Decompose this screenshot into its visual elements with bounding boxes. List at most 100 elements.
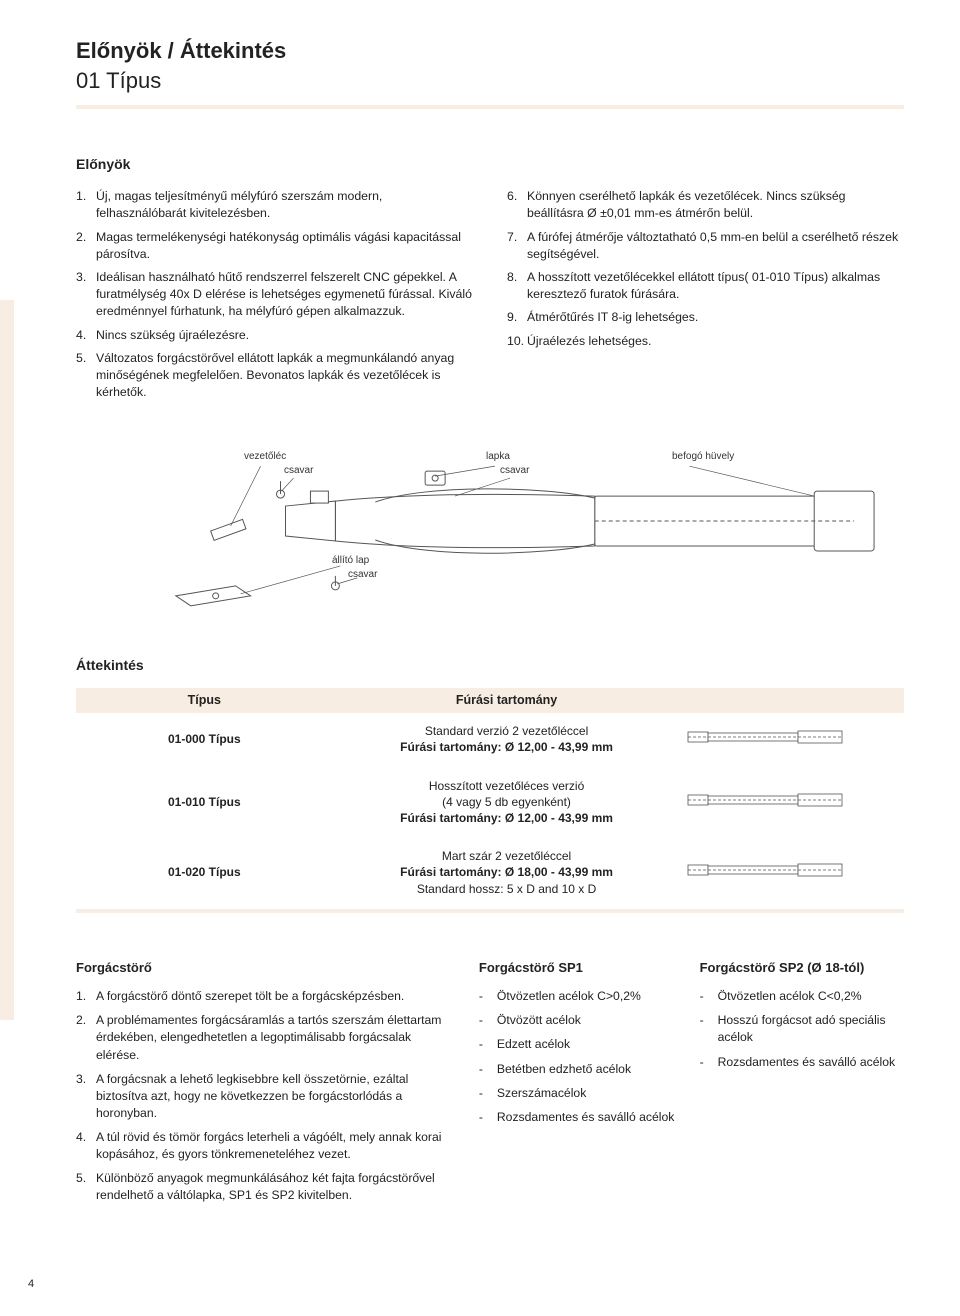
advantage-item: 5.Változatos forgácstörővel ellátott lap… bbox=[76, 350, 473, 402]
overview-col-image bbox=[680, 688, 904, 713]
advantage-number: 1. bbox=[76, 188, 96, 222]
overview-thumbnail bbox=[680, 713, 904, 767]
dash-icon: - bbox=[479, 1012, 497, 1029]
dash-item: -Ötvözött acélok bbox=[479, 1012, 678, 1029]
side-tab bbox=[0, 300, 14, 1020]
title-rule bbox=[76, 105, 904, 109]
dash-item: -Ötvözetlen acélok C>0,2% bbox=[479, 988, 678, 1005]
advantage-item: 3.Ideálisan használható hűtő rendszerrel… bbox=[76, 269, 473, 321]
advantage-item: 7.A fúrófej átmérője változtatható 0,5 m… bbox=[507, 229, 904, 263]
advantage-text: A fúrófej átmérője változtatható 0,5 mm-… bbox=[527, 229, 904, 263]
dash-item: -Szerszámacélok bbox=[479, 1085, 678, 1102]
chipbreaker-number: 4. bbox=[76, 1129, 96, 1163]
diagram-label-insert: lapka bbox=[486, 450, 510, 464]
dash-item: -Edzett acélok bbox=[479, 1036, 678, 1053]
chipbreaker-main: Forgácstörő 1.A forgácstörő döntő szerep… bbox=[76, 959, 457, 1211]
overview-thumbnail bbox=[680, 838, 904, 909]
advantage-number: 8. bbox=[507, 269, 527, 303]
chipbreaker-item: 5.Különböző anyagok megmunkálásához két … bbox=[76, 1170, 457, 1204]
advantages-col-left: 1.Új, magas teljesítményű mélyfúró szers… bbox=[76, 188, 473, 407]
overview-heading: Áttekintés bbox=[76, 656, 904, 675]
dash-icon: - bbox=[700, 1012, 718, 1046]
chipbreaker-text: Különböző anyagok megmunkálásához két fa… bbox=[96, 1170, 457, 1204]
dash-icon: - bbox=[700, 988, 718, 1005]
dash-item: -Rozsdamentes és saválló acélok bbox=[700, 1054, 899, 1071]
advantage-item: 1.Új, magas teljesítményű mélyfúró szers… bbox=[76, 188, 473, 222]
advantage-number: 5. bbox=[76, 350, 96, 402]
dash-icon: - bbox=[700, 1054, 718, 1071]
overview-row: 01-010 TípusHosszított vezetőléces verzi… bbox=[76, 768, 904, 839]
dash-item: -Hosszú forgácsot adó speciális acélok bbox=[700, 1012, 899, 1046]
dash-icon: - bbox=[479, 1061, 497, 1078]
overview-type: 01-010 Típus bbox=[76, 768, 333, 839]
advantage-item: 8.A hosszított vezetőlécekkel ellátott t… bbox=[507, 269, 904, 303]
chipbreaker-sp1: Forgácstörő SP1 -Ötvözetlen acélok C>0,2… bbox=[479, 959, 678, 1211]
advantage-text: Nincs szükség újraélezésre. bbox=[96, 327, 249, 344]
page-title-block: Előnyök / Áttekintés 01 Típus bbox=[76, 36, 904, 95]
chipbreaker-text: A problémamentes forgácsáramlás a tartós… bbox=[96, 1012, 457, 1063]
overview-row: 01-020 TípusMart szár 2 vezetőléccelFúrá… bbox=[76, 838, 904, 909]
dash-icon: - bbox=[479, 988, 497, 1005]
chipbreaker-number: 3. bbox=[76, 1071, 96, 1122]
advantages-columns: 1.Új, magas teljesítményű mélyfúró szers… bbox=[76, 188, 904, 407]
overview-row: 01-000 TípusStandard verzió 2 vezetőlécc… bbox=[76, 713, 904, 767]
diagram-label-screw2: csavar bbox=[500, 464, 529, 478]
advantage-item: 4.Nincs szükség újraélezésre. bbox=[76, 327, 473, 344]
tool-diagram-svg bbox=[76, 436, 904, 626]
advantage-number: 2. bbox=[76, 229, 96, 263]
advantage-item: 6.Könnyen cserélhető lapkák és vezetőléc… bbox=[507, 188, 904, 222]
title-line-1: Előnyök / Áttekintés bbox=[76, 36, 904, 66]
advantage-number: 6. bbox=[507, 188, 527, 222]
page-number: 4 bbox=[28, 1277, 34, 1292]
overview-col-range: Fúrási tartomány bbox=[333, 688, 681, 713]
advantage-number: 3. bbox=[76, 269, 96, 321]
overview-bottom-rule bbox=[76, 909, 904, 913]
advantage-text: Újraélezés lehetséges. bbox=[527, 333, 651, 350]
advantage-number: 10. bbox=[507, 333, 527, 350]
diagram-label-holder: befogó hüvely bbox=[672, 450, 734, 464]
overview-table: Típus Fúrási tartomány 01-000 TípusStand… bbox=[76, 688, 904, 912]
chipbreaker-sp2-head: Forgácstörő SP2 (Ø 18-tól) bbox=[700, 959, 899, 977]
chipbreaker-item: 4.A túl rövid és tömör forgács leterheli… bbox=[76, 1129, 457, 1163]
dash-text: Ötvözetlen acélok C<0,2% bbox=[718, 988, 862, 1005]
overview-range: Standard verzió 2 vezetőléccelFúrási tar… bbox=[333, 713, 681, 767]
chipbreaker-text: A forgácstörő döntő szerepet tölt be a f… bbox=[96, 988, 404, 1005]
chipbreaker-main-head: Forgácstörő bbox=[76, 959, 457, 977]
advantage-text: Ideálisan használható hűtő rendszerrel f… bbox=[96, 269, 473, 321]
advantage-number: 4. bbox=[76, 327, 96, 344]
diagram-label-screw3: csavar bbox=[348, 568, 377, 582]
tool-diagram: vezetőléc csavar lapka csavar befogó hüv… bbox=[76, 436, 904, 626]
overview-thumbnail bbox=[680, 768, 904, 839]
dash-text: Edzett acélok bbox=[497, 1036, 570, 1053]
advantage-item: 9.Átmérőtűrés IT 8-ig lehetséges. bbox=[507, 309, 904, 326]
overview-range: Mart szár 2 vezetőléccelFúrási tartomány… bbox=[333, 838, 681, 909]
advantages-heading: Előnyök bbox=[76, 155, 904, 174]
overview-type: 01-000 Típus bbox=[76, 713, 333, 767]
dash-item: -Rozsdamentes és saválló acélok bbox=[479, 1109, 678, 1126]
chipbreaker-item: 2.A problémamentes forgácsáramlás a tart… bbox=[76, 1012, 457, 1063]
dash-text: Ötvözött acélok bbox=[497, 1012, 581, 1029]
title-line-2: 01 Típus bbox=[76, 66, 904, 96]
advantage-text: Magas termelékenységi hatékonyság optimá… bbox=[96, 229, 473, 263]
dash-icon: - bbox=[479, 1109, 497, 1126]
dash-text: Betétben edzhető acélok bbox=[497, 1061, 631, 1078]
overview-col-type: Típus bbox=[76, 688, 333, 713]
dash-item: -Ötvözetlen acélok C<0,2% bbox=[700, 988, 899, 1005]
advantage-text: Átmérőtűrés IT 8-ig lehetséges. bbox=[527, 309, 698, 326]
advantage-number: 7. bbox=[507, 229, 527, 263]
chipbreaker-item: 3.A forgácsnak a lehető legkisebbre kell… bbox=[76, 1071, 457, 1122]
overview-type: 01-020 Típus bbox=[76, 838, 333, 909]
advantage-text: Könnyen cserélhető lapkák és vezetőlécek… bbox=[527, 188, 904, 222]
dash-text: Szerszámacélok bbox=[497, 1085, 586, 1102]
advantage-text: Változatos forgácstörővel ellátott lapká… bbox=[96, 350, 473, 402]
advantage-number: 9. bbox=[507, 309, 527, 326]
chipbreaker-sp2: Forgácstörő SP2 (Ø 18-tól) -Ötvözetlen a… bbox=[700, 959, 899, 1211]
page: Előnyök / Áttekintés 01 Típus Előnyök 1.… bbox=[0, 0, 960, 1211]
advantage-text: Új, magas teljesítményű mélyfúró szerszá… bbox=[96, 188, 473, 222]
dash-text: Rozsdamentes és saválló acélok bbox=[718, 1054, 896, 1071]
chipbreaker-text: A forgácsnak a lehető legkisebbre kell ö… bbox=[96, 1071, 457, 1122]
advantage-item: 10.Újraélezés lehetséges. bbox=[507, 333, 904, 350]
advantage-text: A hosszított vezetőlécekkel ellátott típ… bbox=[527, 269, 904, 303]
chipbreaker-number: 1. bbox=[76, 988, 96, 1005]
chipbreaker-number: 2. bbox=[76, 1012, 96, 1063]
